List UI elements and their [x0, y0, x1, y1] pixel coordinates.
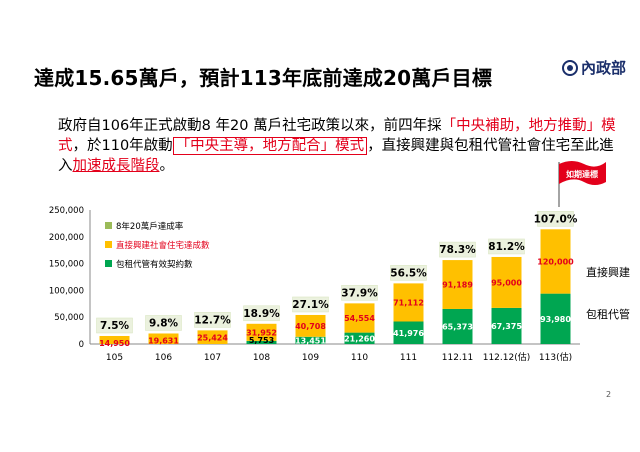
rate-box	[96, 317, 133, 334]
data-labels: 14,950 7.5% 105 19,631 9.8% 106 25,424 12.7% 107…	[96, 211, 578, 363]
bar-direct	[442, 260, 473, 309]
rate-label: 56.5%	[390, 267, 427, 279]
legend-label: 包租代管有效契約數	[116, 259, 193, 270]
data-label-direct: 14,950	[99, 339, 130, 348]
bar-direct	[295, 314, 326, 337]
rate-label: 9.8%	[149, 317, 179, 329]
page-number: 2	[606, 390, 612, 399]
rate-box	[488, 238, 525, 255]
data-label-direct: 54,554	[344, 314, 375, 323]
intro-text-2: ，於110年啟動	[72, 138, 173, 154]
bar-lease	[295, 336, 326, 344]
rate-label: 81.2%	[488, 241, 525, 253]
x-tick-label: 109	[302, 353, 319, 363]
legend-label: 直接興建社會住宅達成數	[116, 240, 210, 251]
data-label-direct: 91,189	[442, 281, 473, 290]
y-tick-label: 50,000	[54, 313, 84, 323]
legend-swatch	[105, 260, 112, 267]
data-label-lease: 93,980	[540, 315, 571, 324]
intro-text-1: 政府自106年正式啟動8 年20 萬戶社宅政策以來，前四年採	[58, 118, 442, 134]
side-label-direct: 直接興建	[586, 265, 630, 279]
data-label-direct: 40,708	[295, 322, 326, 331]
x-tick-label: 107	[204, 353, 221, 363]
x-tick-label: 106	[155, 353, 172, 363]
bar-lease	[246, 340, 277, 344]
rate-box	[341, 285, 378, 301]
bar-direct	[197, 330, 228, 344]
bar-lease	[393, 321, 424, 344]
data-label-lease: 65,373	[442, 322, 473, 331]
rate-box	[194, 312, 231, 328]
rate-box	[390, 265, 427, 281]
rate-label: 27.1%	[292, 299, 329, 311]
logo-text: 內政部	[581, 59, 627, 77]
bar-direct	[393, 283, 424, 322]
legend-label: 8年20萬戶達成率	[116, 221, 184, 232]
data-label-lease: 21,260	[344, 334, 375, 343]
bar-lease	[540, 293, 571, 344]
data-label-direct: 120,000	[537, 257, 574, 266]
bar-lease	[344, 332, 375, 344]
rate-label: 7.5%	[100, 320, 130, 332]
intro-highlight-central-led: 「中央主導，地方配合」模式	[172, 137, 368, 155]
x-tick-label: 110	[351, 353, 368, 363]
rate-label: 107.0%	[534, 213, 578, 225]
rate-label: 78.3%	[439, 244, 476, 256]
ministry-logo: 內政部	[562, 57, 626, 78]
intro-text-3: ，直接興建與包租代管社會住宅至此進入	[58, 138, 614, 174]
flag-label: 如期達標	[566, 169, 598, 179]
bar-lease	[442, 308, 473, 344]
data-label-lease: 5,753	[249, 336, 274, 345]
x-tick-label: 108	[253, 353, 270, 363]
bar-direct	[540, 229, 571, 294]
page-title: 達成15.65萬戶，預計113年底前達成20萬戶目標	[34, 66, 493, 90]
bar-lease	[491, 307, 522, 344]
data-label-lease: 67,375	[491, 322, 522, 331]
rate-box	[439, 241, 476, 258]
intro-highlight-acceleration: 加速成長階段	[72, 158, 160, 174]
rate-box	[537, 211, 574, 227]
rate-label: 37.9%	[341, 287, 378, 299]
bar-direct	[99, 335, 130, 344]
rate-box	[292, 296, 329, 313]
side-label-lease: 包租代管	[586, 307, 630, 321]
bar-direct	[491, 256, 522, 308]
data-label-lease: 13,451	[295, 336, 326, 345]
x-tick-label: 111	[400, 353, 417, 363]
x-tick-label: 105	[106, 353, 123, 363]
legend-swatch	[105, 241, 112, 248]
y-tick-label: 250,000	[49, 206, 84, 216]
data-label-direct: 95,000	[491, 278, 522, 287]
bar-direct	[344, 303, 375, 333]
y-tick-label: 0	[79, 340, 84, 350]
intro-text-4: 。	[159, 158, 175, 174]
intro-highlight-central-subsidy: 「中央補助，地方推動」模式	[58, 118, 616, 154]
bar-direct	[246, 323, 277, 341]
data-label-direct: 71,112	[393, 298, 424, 307]
bar-direct	[148, 333, 179, 344]
rate-label: 12.7%	[194, 314, 231, 326]
y-tick-label: 150,000	[49, 260, 84, 270]
x-tick-label: 112.11	[442, 353, 474, 363]
bars	[99, 229, 571, 344]
rate-box	[243, 305, 280, 322]
ministry-seal-icon	[562, 59, 578, 76]
x-tick-label: 113(估)	[539, 351, 572, 363]
rate-label: 18.9%	[243, 308, 280, 320]
data-label-direct: 19,631	[148, 336, 179, 345]
y-tick-label: 200,000	[49, 233, 84, 243]
data-label-lease: 41,976	[393, 329, 424, 338]
data-label-direct: 31,952	[246, 328, 277, 337]
rate-box	[145, 315, 182, 331]
x-tick-label: 112.12(估)	[483, 351, 531, 363]
y-tick-label: 100,000	[49, 286, 84, 296]
target-flag: 如期達標	[558, 161, 606, 207]
data-label-direct: 25,424	[197, 333, 228, 342]
intro-paragraph: 政府自106年正式啟動8 年20 萬戶社宅政策以來，前四年採「中央補助，地方推動…	[58, 116, 618, 176]
legend-swatch	[105, 222, 112, 229]
